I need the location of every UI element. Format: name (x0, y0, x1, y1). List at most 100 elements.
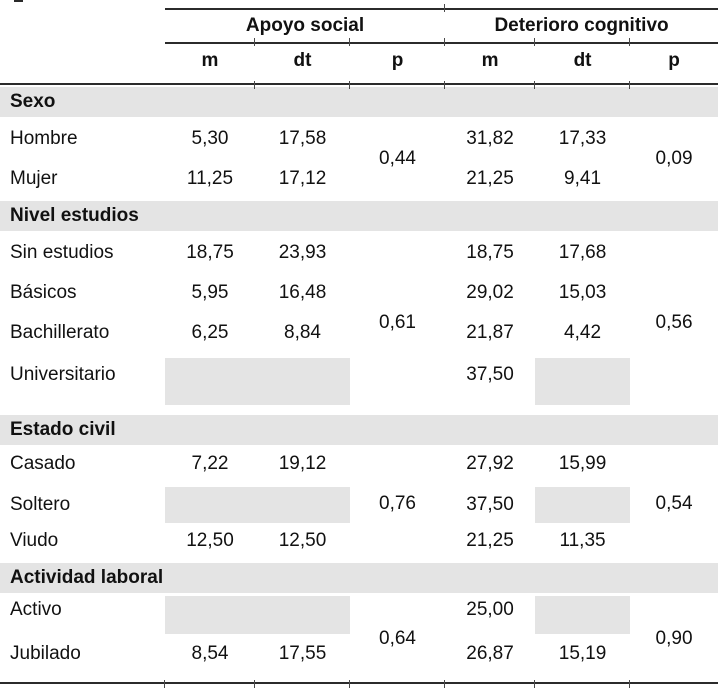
col-header-apoyo-p: p (348, 37, 446, 88)
col-header-apoyo-dt: dt (254, 37, 350, 88)
cell-p-deterioro: 0,09 (655, 148, 693, 169)
cell-apoyo-m: 12,50 (186, 530, 234, 551)
cell-apoyo-m: 5,30 (191, 128, 229, 149)
cell-p-apoyo: 0,76 (379, 493, 416, 514)
cell-apoyo-m: 7,22 (191, 453, 229, 474)
table-row: Sin estudios 18,75 23,93 0,61 18,75 17,68 0,56 (0, 233, 718, 333)
cell-deterioro-dt: 15,99 (558, 453, 607, 474)
cell-apoyo-dt: 23,93 (278, 242, 327, 263)
cell-deterioro-dt: 11,35 (559, 530, 606, 551)
table-row: Bachillerato 6,25 8,84 21,87 4,42 (0, 313, 718, 353)
cell-apoyo-dt: 17,12 (278, 168, 327, 189)
row-label: Sin estudios (10, 242, 114, 263)
cell-deterioro-dt: 4,42 (564, 322, 602, 343)
row-label: Bachillerato (10, 322, 110, 343)
group-header-apoyo-social: Apoyo social (165, 8, 446, 44)
empty-gray-cell (165, 358, 350, 405)
section-header-row: Nivel estudios (0, 199, 719, 233)
empty-cell (535, 485, 631, 525)
table-row: Activo 0,64 25,00 0,90 (0, 595, 719, 688)
cell-p-deterioro: 0,56 (655, 312, 693, 333)
cell-apoyo-dt: 17,55 (254, 635, 350, 688)
table-row: Universitario 37,50 (0, 353, 718, 413)
caption-artifact (14, 0, 23, 2)
cell-apoyo-dt: 19,12 (278, 453, 327, 474)
cell-deterioro-dt: 17,33 (558, 128, 607, 149)
table-row: Hombre 5,30 17,58 0,44 31,82 17,33 0,09 (0, 119, 718, 169)
cell-deterioro-m: 27,92 (466, 453, 514, 474)
table-row: Jubilado 8,54 17,55 26,87 15,19 (0, 635, 718, 688)
section-header-row: Actividad laboral (0, 561, 719, 595)
empty-gray-cell (535, 487, 631, 523)
row-label: Hombre (10, 128, 78, 149)
group-header-row: Apoyo social Deterioro cognitivo (0, 5, 719, 44)
table-row: Soltero 37,50 (0, 485, 718, 525)
blank-cell (0, 43, 165, 85)
cell-deterioro-m: 29,02 (466, 282, 514, 303)
cell-deterioro-m: 26,87 (444, 635, 536, 688)
col-header-deterioro-dt: dt (534, 37, 631, 88)
cell-deterioro-dt: 9,41 (564, 168, 602, 189)
empty-gray-cell (165, 487, 350, 523)
table-row: Viudo 12,50 12,50 21,25 11,35 (0, 525, 718, 561)
table-row: Casado 7,22 19,12 0,76 27,92 15,99 0,54 (0, 447, 718, 514)
cell-p-apoyo: 0,44 (379, 148, 416, 169)
row-label: Soltero (10, 494, 71, 515)
section-title: Estado civil (0, 415, 719, 445)
cell-apoyo-dt: 16,48 (278, 282, 327, 303)
cell-p-apoyo: 0,64 (348, 595, 446, 688)
row-label: Mujer (10, 168, 58, 189)
section-band: Sexo (0, 84, 719, 119)
cell-deterioro-m: 37,50 (466, 364, 514, 385)
cell-apoyo-m: 18,75 (186, 242, 234, 263)
row-label: Jubilado (0, 635, 165, 684)
section-band: Nivel estudios (0, 199, 719, 233)
section-title: Nivel estudios (0, 201, 719, 231)
empty-cell (165, 353, 350, 413)
section-header-row: Estado civil (0, 413, 719, 447)
empty-cell (535, 595, 631, 635)
empty-gray-cell (165, 596, 350, 634)
cell-apoyo-m: 8,54 (164, 635, 255, 688)
section-title: Sexo (0, 87, 719, 117)
cell-p-apoyo: 0,61 (379, 312, 416, 333)
statistics-table: Apoyo social Deterioro cognitivo m dt p … (0, 5, 719, 688)
row-label: Viudo (10, 530, 59, 551)
cell-deterioro-dt: 17,68 (558, 242, 607, 263)
group-header-deterioro-cognitivo: Deterioro cognitivo (444, 5, 719, 44)
cell-apoyo-m: 5,95 (191, 282, 229, 303)
cell-apoyo-m: 6,25 (191, 322, 229, 343)
cell-deterioro-m: 37,50 (466, 494, 514, 515)
cell-deterioro-m: 31,82 (466, 128, 514, 149)
empty-cell (165, 595, 350, 635)
col-header-deterioro-m: m (444, 37, 536, 88)
row-label: Universitario (10, 364, 116, 385)
table-row: Mujer 11,25 17,12 21,25 9,41 (0, 159, 718, 199)
empty-gray-cell (535, 358, 631, 405)
col-header-deterioro-p: p (629, 37, 719, 88)
cell-deterioro-dt: 15,19 (534, 635, 631, 688)
cell-deterioro-m: 21,25 (466, 530, 514, 551)
row-label: Activo (10, 599, 62, 620)
cell-apoyo-dt: 17,58 (278, 128, 327, 149)
empty-cell (535, 353, 631, 413)
section-title: Actividad laboral (0, 563, 719, 593)
cell-apoyo-m: 11,25 (186, 168, 234, 189)
cell-deterioro-m: 18,75 (466, 242, 514, 263)
row-label: Básicos (10, 282, 77, 303)
cell-apoyo-dt: 8,84 (284, 322, 321, 343)
empty-gray-cell (535, 596, 631, 634)
cell-p-deterioro: 0,54 (655, 493, 693, 514)
col-header-apoyo-m: m (165, 43, 255, 85)
section-header-row: Sexo (0, 84, 719, 119)
corner-blank-cell (0, 9, 165, 43)
subheader-row: m dt p m dt p (0, 37, 719, 88)
cell-apoyo-dt: 12,50 (278, 530, 327, 551)
row-label: Casado (10, 453, 76, 474)
cell-deterioro-dt: 15,03 (558, 282, 607, 303)
section-band: Estado civil (0, 413, 719, 447)
cell-deterioro-m: 21,25 (466, 168, 514, 189)
cell-deterioro-m: 25,00 (466, 599, 514, 620)
cell-p-deterioro: 0,90 (629, 595, 719, 688)
